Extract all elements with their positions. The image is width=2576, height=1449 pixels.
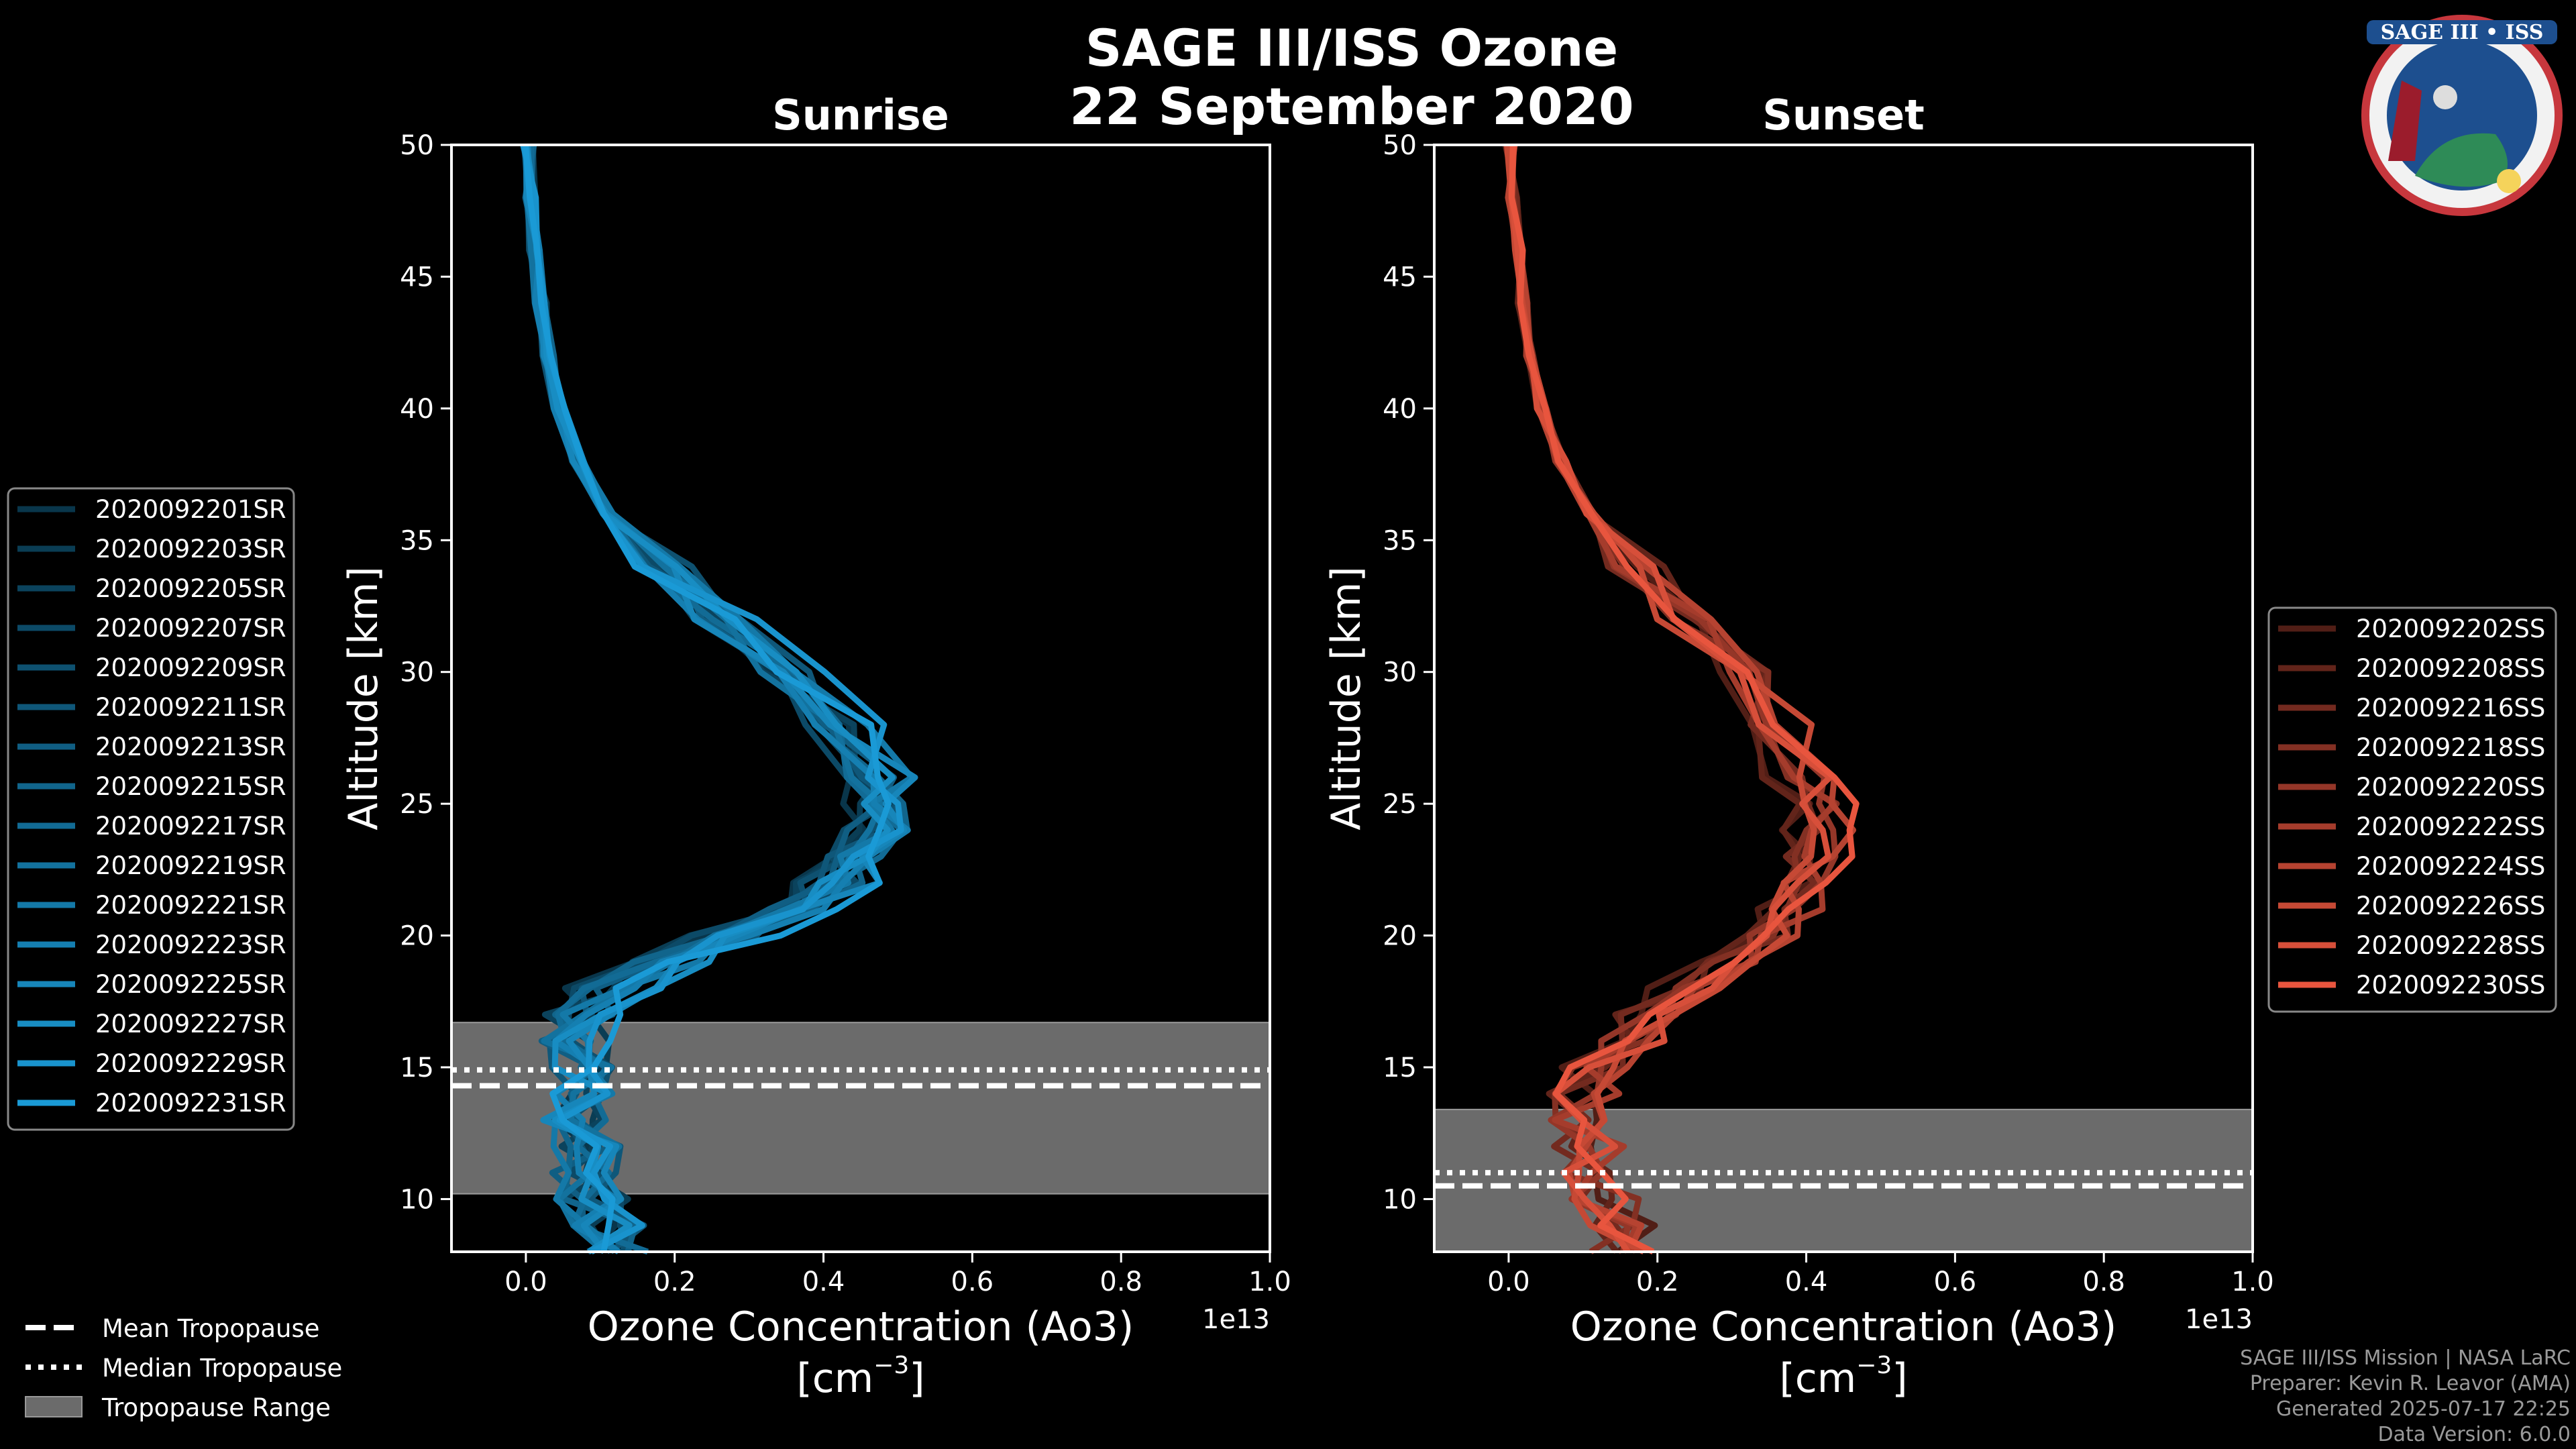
chart-title-line2: 22 September 2020: [1069, 76, 1633, 136]
sunset-xlabel: Ozone Concentration (Ao3): [1570, 1303, 2117, 1350]
sunrise-xlabel: Ozone Concentration (Ao3): [588, 1303, 1134, 1350]
sunset-panel-title: Sunset: [1762, 91, 1925, 140]
logo-text: SAGE III • ISS: [2381, 21, 2544, 44]
sunrise-legend-label: 2020092219SR: [95, 851, 286, 880]
sunrise-legend-label: 2020092231SR: [95, 1089, 286, 1118]
sunrise-xunit: [cm−3]: [796, 1352, 924, 1402]
sunset-xtick-label: 0.6: [1934, 1267, 1977, 1297]
sunrise-x-scale: 1e13: [1202, 1304, 1270, 1335]
sunset-legend-label: 2020092228SS: [2356, 931, 2545, 960]
tropopause-legend: Mean Tropopause Median Tropopause Tropop…: [25, 1314, 342, 1422]
sunrise-legend-label: 2020092203SR: [95, 535, 286, 564]
sunset-legend-label: 2020092230SS: [2356, 971, 2545, 1000]
sunrise-ytick-label: 25: [400, 789, 434, 820]
sunset-tropopause-range: [1434, 1108, 2253, 1253]
logo-figure: [2388, 80, 2422, 161]
sunset-ylabel: Altitude [km]: [1323, 566, 1370, 830]
sunrise-xtick-label: 0.2: [653, 1267, 696, 1297]
sunrise-legend-label: 2020092213SR: [95, 733, 286, 761]
sunrise-legend-label: 2020092225SR: [95, 970, 286, 999]
sunrise-panel-title: Sunrise: [772, 91, 949, 140]
sunset-xtick-label: 0.4: [1785, 1267, 1828, 1297]
legend-median-label: Median Tropopause: [102, 1354, 342, 1383]
sunset-ytick-label: 25: [1383, 789, 1417, 820]
sunrise-ytick-label: 35: [400, 525, 434, 556]
sunset-legend-label: 2020092220SS: [2356, 773, 2545, 802]
sunrise-xtick-label: 0.8: [1099, 1267, 1142, 1297]
sunrise-legend-label: 2020092229SR: [95, 1049, 286, 1078]
sunset-xunit: [cm−3]: [1779, 1352, 1907, 1402]
sunrise-legend-label: 2020092201SR: [95, 495, 286, 524]
sunrise-legend-label: 2020092207SR: [95, 614, 286, 643]
sunrise-ytick-label: 20: [400, 921, 434, 952]
sunset-legend-label: 2020092224SS: [2356, 852, 2545, 881]
logo-earth: [2415, 133, 2508, 187]
logo-header: [2367, 20, 2557, 44]
footer-line3: Generated 2025-07-17 22:25: [2276, 1397, 2571, 1421]
chart-title-line1: SAGE III/ISS Ozone: [1085, 18, 1618, 78]
sunset-panel: Sunset 0.0 0.2 0.4 0.6 0.8 1.0 10 15 20 25 30 35 40 4…: [1323, 91, 2274, 1402]
sunset-ytick-label: 20: [1383, 921, 1417, 952]
sunset-legend-label: 2020092226SS: [2356, 892, 2545, 920]
sunset-ytick-label: 40: [1383, 394, 1417, 425]
sunset-ytick-label: 30: [1383, 657, 1417, 688]
sunrise-plot-frame: [450, 144, 1271, 1253]
legend-range-label: Tropopause Range: [101, 1393, 331, 1422]
sunrise-legend-label: 2020092223SR: [95, 930, 286, 959]
sunset-plot-frame: [1433, 144, 2254, 1253]
sunset-legend: 2020092202SS 2020092208SS 2020092216SS 2020…: [2267, 606, 2557, 1013]
sage-iss-logo: SAGE III • ISS: [2361, 15, 2563, 216]
sunrise-panel: Sunrise 0.0 0.2 0.4 0.6 0.8 1.0 10 15 20 25 30 35 40…: [340, 91, 1291, 1402]
sunset-legend-label: 2020092222SS: [2356, 812, 2545, 841]
sunrise-ytick-label: 40: [400, 394, 434, 425]
logo-moon: [2433, 85, 2457, 109]
sunrise-legend-label: 2020092217SR: [95, 812, 286, 841]
sunset-legend-label: 2020092218SS: [2356, 733, 2545, 762]
footer-line2: Preparer: Kevin R. Leavor (AMA): [2250, 1372, 2571, 1395]
footer-line1: SAGE III/ISS Mission | NASA LaRC: [2240, 1346, 2571, 1370]
sunrise-ytick-label: 15: [400, 1053, 434, 1083]
sunrise-legend-label: 2020092227SR: [95, 1010, 286, 1038]
sunrise-profile-2020092231SR: [522, 144, 892, 1252]
sunset-xtick-label: 0.2: [1636, 1267, 1679, 1297]
sunrise-ylabel: Altitude [km]: [340, 566, 387, 830]
sunset-x-scale: 1e13: [2185, 1304, 2253, 1335]
sunrise-xtick-label: 1.0: [1248, 1267, 1291, 1297]
sunrise-legend-label: 2020092221SR: [95, 891, 286, 920]
footer: SAGE III/ISS Mission | NASA LaRC Prepare…: [2240, 1346, 2571, 1446]
sunrise-xtick-label: 0.4: [802, 1267, 845, 1297]
sunrise-legend-label: 2020092209SR: [95, 653, 286, 682]
sunset-ytick-label: 10: [1383, 1184, 1417, 1215]
sunset-xtick-label: 0.8: [2082, 1267, 2125, 1297]
sunset-ytick-label: 45: [1383, 262, 1417, 292]
sunrise-ytick-label: 30: [400, 657, 434, 688]
sunrise-legend-label: 2020092211SR: [95, 693, 286, 722]
sunrise-ytick-label: 50: [400, 130, 434, 161]
sunrise-ytick-label: 10: [400, 1184, 434, 1215]
legend-range-swatch: [25, 1396, 83, 1417]
sunset-profile-2020092230SS: [1509, 144, 1860, 1255]
sunset-legend-label: 2020092216SS: [2356, 694, 2545, 722]
sunset-xtick-label: 1.0: [2231, 1267, 2274, 1297]
sunrise-ytick-label: 45: [400, 262, 434, 292]
sunrise-legend-label: 2020092205SR: [95, 574, 286, 603]
sunset-ytick-label: 15: [1383, 1053, 1417, 1083]
sunset-xtick-label: 0.0: [1487, 1267, 1530, 1297]
footer-line4: Data Version: 6.0.0: [2378, 1423, 2571, 1446]
sunrise-legend-label: 2020092215SR: [95, 772, 286, 801]
legend-mean-label: Mean Tropopause: [102, 1314, 320, 1343]
sunrise-xtick-label: 0.6: [951, 1267, 994, 1297]
sunset-legend-label: 2020092208SS: [2356, 654, 2545, 683]
sunrise-xtick-label: 0.0: [504, 1267, 547, 1297]
sunset-ytick-label: 50: [1383, 130, 1417, 161]
sunrise-legend: 2020092201SR 2020092203SR 2020092205SR 2020…: [7, 487, 295, 1131]
sunset-ytick-label: 35: [1383, 525, 1417, 556]
sunset-legend-label: 2020092202SS: [2356, 614, 2545, 643]
